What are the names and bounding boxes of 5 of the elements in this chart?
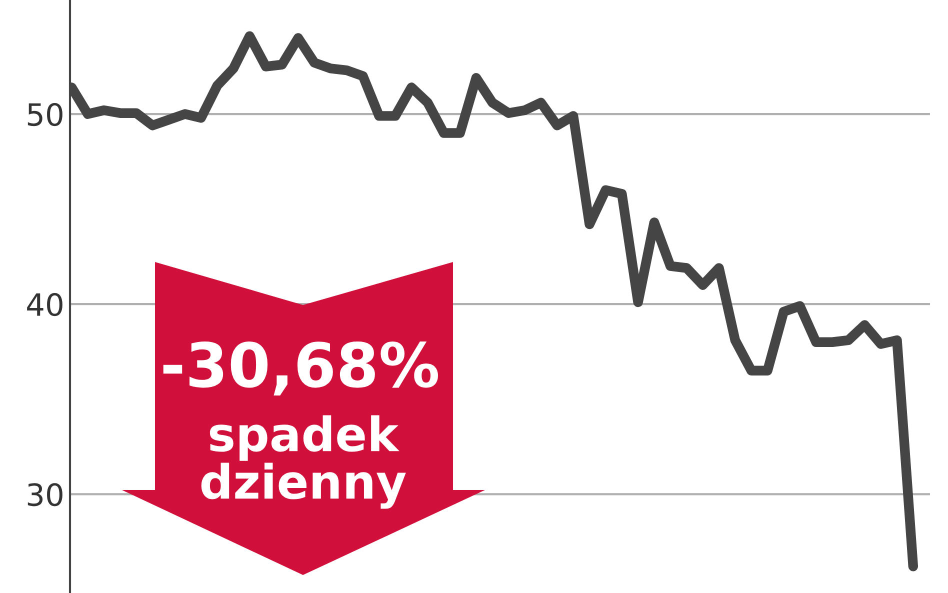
y-tick-label: 40 — [27, 293, 62, 316]
annotation: -30,68% — [163, 342, 438, 396]
annotation: spadek dzienny — [201, 415, 406, 509]
y-tick-label: 50 — [28, 102, 62, 126]
y-tick-label: 30 — [28, 483, 62, 506]
